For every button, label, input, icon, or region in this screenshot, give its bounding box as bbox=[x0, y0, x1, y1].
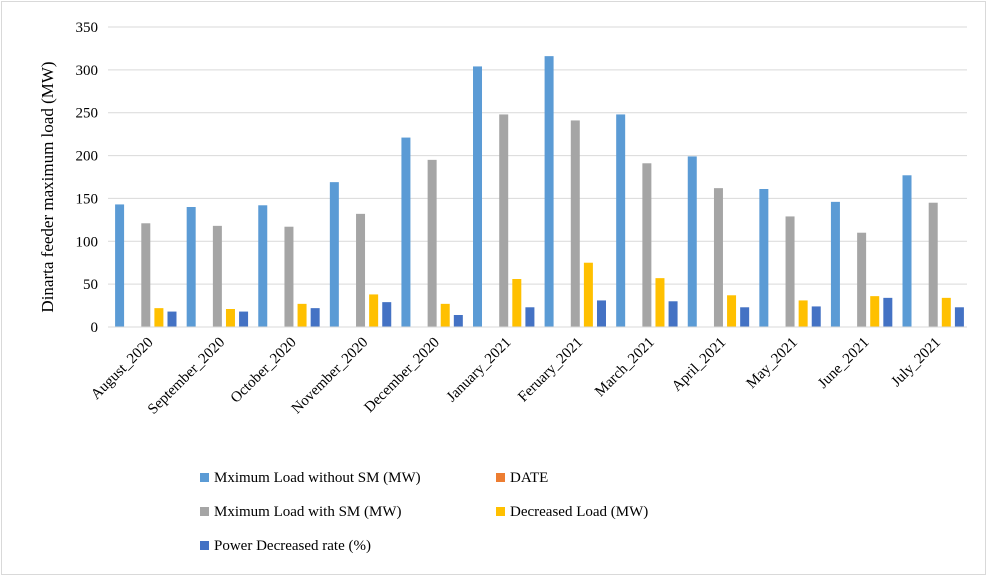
legend-swatch bbox=[200, 541, 209, 550]
bar bbox=[258, 205, 268, 327]
y-tick-label: 300 bbox=[76, 63, 99, 79]
bar bbox=[655, 278, 665, 327]
x-tick-label: June_2021 bbox=[815, 335, 872, 392]
legend-label: DATE bbox=[510, 470, 548, 486]
x-tick-label: March_2021 bbox=[592, 335, 658, 401]
bar bbox=[830, 201, 840, 327]
x-tick-label: December_2020 bbox=[362, 335, 443, 416]
bar bbox=[668, 301, 678, 327]
bar bbox=[883, 297, 893, 327]
bar bbox=[356, 213, 366, 327]
bar bbox=[225, 309, 235, 327]
x-tick-label: May_2021 bbox=[744, 335, 801, 392]
bar bbox=[453, 315, 463, 327]
legend-swatch bbox=[496, 507, 505, 516]
x-tick-label: September_2020 bbox=[145, 335, 228, 418]
bar bbox=[499, 114, 509, 327]
y-axis-label: Dinarta feeder maximum load (MW) bbox=[38, 61, 57, 312]
bar bbox=[544, 56, 554, 328]
bar bbox=[382, 302, 392, 327]
legend-label: Mximum Load without SM (MW) bbox=[214, 470, 421, 486]
legend-label: Decreased Load (MW) bbox=[510, 504, 648, 520]
x-tick-label: November_2020 bbox=[289, 335, 372, 418]
bar bbox=[440, 303, 450, 327]
y-tick-label: 150 bbox=[76, 191, 99, 207]
x-tick-label: April_2021 bbox=[669, 335, 729, 395]
bar bbox=[798, 300, 808, 327]
legend-swatch bbox=[496, 473, 505, 482]
x-tick-label: January_2021 bbox=[444, 335, 515, 406]
bar bbox=[928, 202, 938, 327]
y-tick-label: 100 bbox=[76, 234, 99, 250]
bar bbox=[115, 204, 125, 327]
x-tick-label: October_2020 bbox=[228, 335, 300, 407]
legend-label: Mximum Load with SM (MW) bbox=[214, 504, 402, 520]
legend-label: Power Decreased rate (%) bbox=[214, 538, 371, 554]
bar bbox=[369, 294, 379, 327]
legend-swatch bbox=[200, 507, 209, 516]
x-tick-label: August_2020 bbox=[88, 335, 156, 403]
bar bbox=[616, 114, 626, 327]
x-tick-label: Feruary_2021 bbox=[515, 335, 586, 406]
y-tick-label: 350 bbox=[76, 20, 99, 36]
y-tick-label: 0 bbox=[91, 320, 99, 336]
bar bbox=[642, 163, 652, 327]
bar bbox=[525, 307, 535, 327]
bar bbox=[473, 66, 483, 327]
bar bbox=[186, 207, 196, 327]
bar bbox=[596, 300, 606, 327]
legend-swatch bbox=[200, 473, 209, 482]
bar bbox=[297, 303, 307, 327]
bar bbox=[427, 159, 437, 327]
bar bbox=[785, 216, 795, 327]
bar bbox=[811, 306, 821, 327]
bar bbox=[954, 307, 964, 327]
bar bbox=[570, 120, 580, 327]
bar bbox=[310, 308, 320, 327]
bar bbox=[167, 311, 177, 327]
bar bbox=[284, 226, 294, 327]
bar bbox=[941, 297, 951, 327]
y-tick-label: 50 bbox=[83, 277, 98, 293]
bar bbox=[870, 296, 880, 327]
bar bbox=[212, 225, 222, 327]
bar bbox=[401, 137, 411, 327]
bar bbox=[239, 311, 249, 327]
bar bbox=[154, 308, 164, 327]
bar bbox=[857, 232, 867, 327]
bar bbox=[902, 175, 912, 327]
bar bbox=[141, 223, 151, 327]
grid bbox=[108, 26, 967, 285]
legend: Mximum Load without SM (MW) DATE Mximum Lo… bbox=[200, 470, 648, 554]
bar bbox=[329, 182, 339, 327]
bar bbox=[727, 295, 737, 327]
bar bbox=[759, 189, 769, 327]
bar bbox=[583, 262, 593, 327]
bar bbox=[512, 279, 522, 327]
bar bbox=[687, 156, 697, 327]
bar bbox=[740, 307, 750, 327]
y-tick-label: 200 bbox=[76, 149, 99, 165]
y-tick-label: 250 bbox=[76, 106, 99, 122]
x-tick-label: July_2021 bbox=[889, 335, 945, 391]
bar bbox=[713, 188, 723, 327]
bars bbox=[115, 56, 964, 328]
